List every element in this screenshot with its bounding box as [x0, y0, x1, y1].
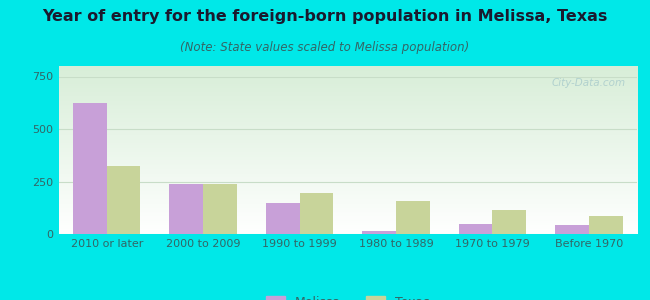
Bar — [493, 210, 526, 234]
Bar — [170, 184, 203, 234]
Bar — [300, 194, 333, 234]
Text: (Note: State values scaled to Melissa population): (Note: State values scaled to Melissa po… — [181, 40, 469, 53]
Text: Year of entry for the foreign-born population in Melissa, Texas: Year of entry for the foreign-born popul… — [42, 9, 608, 24]
Bar — [362, 231, 396, 234]
Legend: Melissa, Texas: Melissa, Texas — [261, 291, 434, 300]
Bar — [266, 202, 300, 234]
Bar — [73, 103, 107, 234]
Bar — [396, 202, 430, 234]
Bar — [203, 184, 237, 234]
Bar — [459, 224, 493, 234]
Text: City-Data.com: City-Data.com — [551, 78, 625, 88]
Bar — [589, 216, 623, 234]
Bar — [107, 166, 140, 234]
Bar — [555, 225, 589, 234]
